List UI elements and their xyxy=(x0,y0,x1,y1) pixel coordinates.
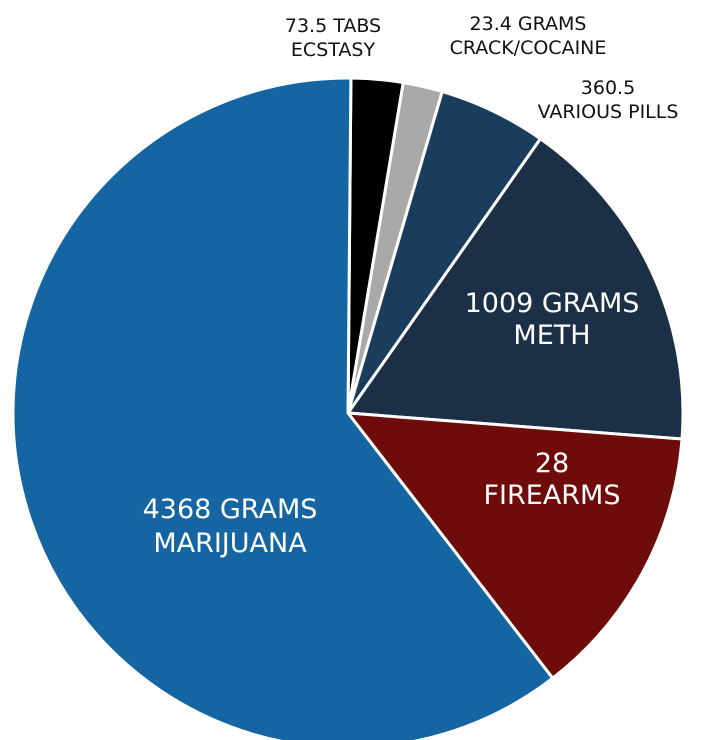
slice-label-line: ECSTASY xyxy=(291,39,376,61)
pie-slice-4 xyxy=(346,137,685,441)
slice-label-line: 73.5 TABS xyxy=(285,15,381,37)
pie-slice-5 xyxy=(346,411,684,680)
pie-slice-6 xyxy=(11,76,555,740)
slice-label-line: METH xyxy=(513,320,590,351)
slice-label-3: 360.5 VARIOUS PILLS xyxy=(538,77,679,123)
slice-label-2: 23.4 GRAMS CRACK/COCAINE xyxy=(450,13,607,59)
slice-label-line: CRACK/COCAINE xyxy=(450,37,607,59)
slice-label-5: 28 FIREARMS xyxy=(484,448,621,511)
slice-label-6: 4368 GRAMS MARIJUANA xyxy=(143,494,318,559)
slice-label-line: 1009 GRAMS xyxy=(465,288,640,319)
slice-label-1: 73.5 TABS ECSTASY xyxy=(285,15,381,61)
slice-label-4: 1009 GRAMS METH xyxy=(465,288,640,351)
slice-label-line: VARIOUS PILLS xyxy=(538,101,679,123)
slice-label-line: MARIJUANA xyxy=(153,528,307,559)
pie-labels: 73.5 TABS ECSTASY 23.4 GRAMS CRACK/COCAINE 3… xyxy=(143,13,679,559)
slice-label-line: 4368 GRAMS xyxy=(143,494,318,525)
pie-slices xyxy=(11,76,685,740)
slice-label-line: FIREARMS xyxy=(484,480,621,511)
slice-label-line: 360.5 xyxy=(581,77,635,99)
slice-label-line: 23.4 GRAMS xyxy=(470,13,587,35)
slice-label-line: 28 xyxy=(535,448,569,479)
